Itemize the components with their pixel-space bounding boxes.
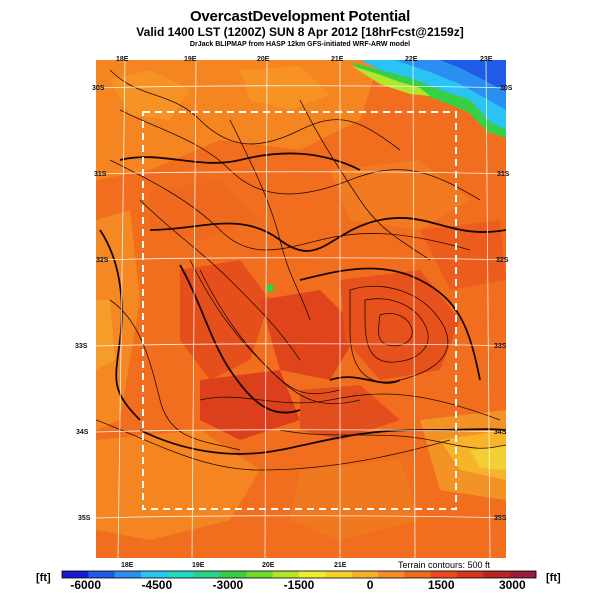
lat-label-right-34s: 34S: [494, 429, 507, 436]
lon-label-bottom-19e: 19E: [192, 562, 205, 569]
lon-label-top-21e: 21E: [331, 56, 344, 63]
terrain-contours-thin: [96, 69, 506, 471]
colorbar-tick-label: -3000: [212, 578, 244, 592]
colorbar-swatch: [220, 571, 247, 578]
lat-label-left-34s: 34S: [76, 429, 89, 436]
colorbar-frame: [61, 570, 537, 579]
lat-label-left-32s: 32S: [96, 257, 109, 264]
lat-label-left-30s: 30S: [92, 85, 105, 92]
low-value-region: [350, 60, 506, 138]
field-texture: [96, 60, 506, 540]
lat-lon-grid: [96, 60, 506, 558]
colorbar-swatch: [483, 571, 510, 578]
colorbar-swatch: [351, 571, 379, 578]
dashed-forecast-box: [142, 111, 457, 510]
lat-label-left-35s: 35S: [78, 515, 91, 522]
lon-label-top-18e: 18E: [116, 56, 129, 63]
colorbar-swatch: [114, 571, 142, 578]
lon-label-top-23e: 23E: [480, 56, 493, 63]
terrain-contours-note: Terrain contours: 500 ft: [398, 560, 491, 570]
colorbar-swatch: [167, 571, 194, 578]
lon-label-bottom-21e: 21E: [334, 562, 347, 569]
colorbar-swatch: [509, 571, 537, 578]
colorbar-swatch: [430, 571, 458, 578]
colorbar-swatch: [193, 571, 221, 578]
lon-label-top-20e: 20E: [257, 56, 270, 63]
colorbar-unit-right: [ft]: [546, 572, 561, 584]
colorbar-swatch: [457, 571, 484, 578]
colorbar-swatch: [378, 571, 405, 578]
colorbar-swatch: [272, 571, 300, 578]
lat-label-right-32s: 32S: [496, 257, 509, 264]
lat-label-right-30s: 30S: [500, 85, 513, 92]
colorbar-tick-label: 1500: [427, 578, 455, 592]
lat-label-right-33s: 33S: [494, 343, 507, 350]
lon-label-bottom-18e: 18E: [121, 562, 134, 569]
lon-label-top-19e: 19E: [184, 56, 197, 63]
colorbar-swatch: [141, 571, 168, 578]
colorbar-swatch: [62, 571, 89, 578]
colorbar-tick-label: -4500: [141, 578, 173, 592]
lon-label-top-22e: 22E: [405, 56, 418, 63]
colorbar-tick-label: -1500: [283, 578, 315, 592]
lat-label-left-31s: 31S: [94, 171, 107, 178]
lon-label-bottom-20e: 20E: [262, 562, 275, 569]
figure-credit: DrJack BLIPMAP from HASP 12km GFS-initia…: [189, 41, 411, 48]
green-spot: [266, 284, 274, 292]
colorbar-swatch: [325, 571, 352, 578]
colorbar-tick-label: -6000: [70, 578, 102, 592]
lat-label-right-35s: 35S: [494, 515, 507, 522]
lat-label-right-31s: 31S: [497, 171, 510, 178]
colorbar-unit-left: [ft]: [36, 572, 51, 584]
colorbar-swatch: [88, 571, 115, 578]
colorbar-swatch: [299, 571, 326, 578]
colorbar-swatch: [246, 571, 273, 578]
figure-title: OvercastDevelopment Potential: [189, 8, 411, 25]
colorbar-swatch: [404, 571, 431, 578]
terrain-contours-thick: [99, 152, 506, 455]
lat-label-left-33s: 33S: [75, 343, 88, 350]
colorbar-tick-label: 0: [366, 578, 374, 592]
colorbar-tick-label: 3000: [498, 578, 526, 592]
figure-subtitle: Valid 1400 LST (1200Z) SUN 8 Apr 2012 [1…: [136, 25, 464, 39]
colorbar: [61, 570, 537, 579]
